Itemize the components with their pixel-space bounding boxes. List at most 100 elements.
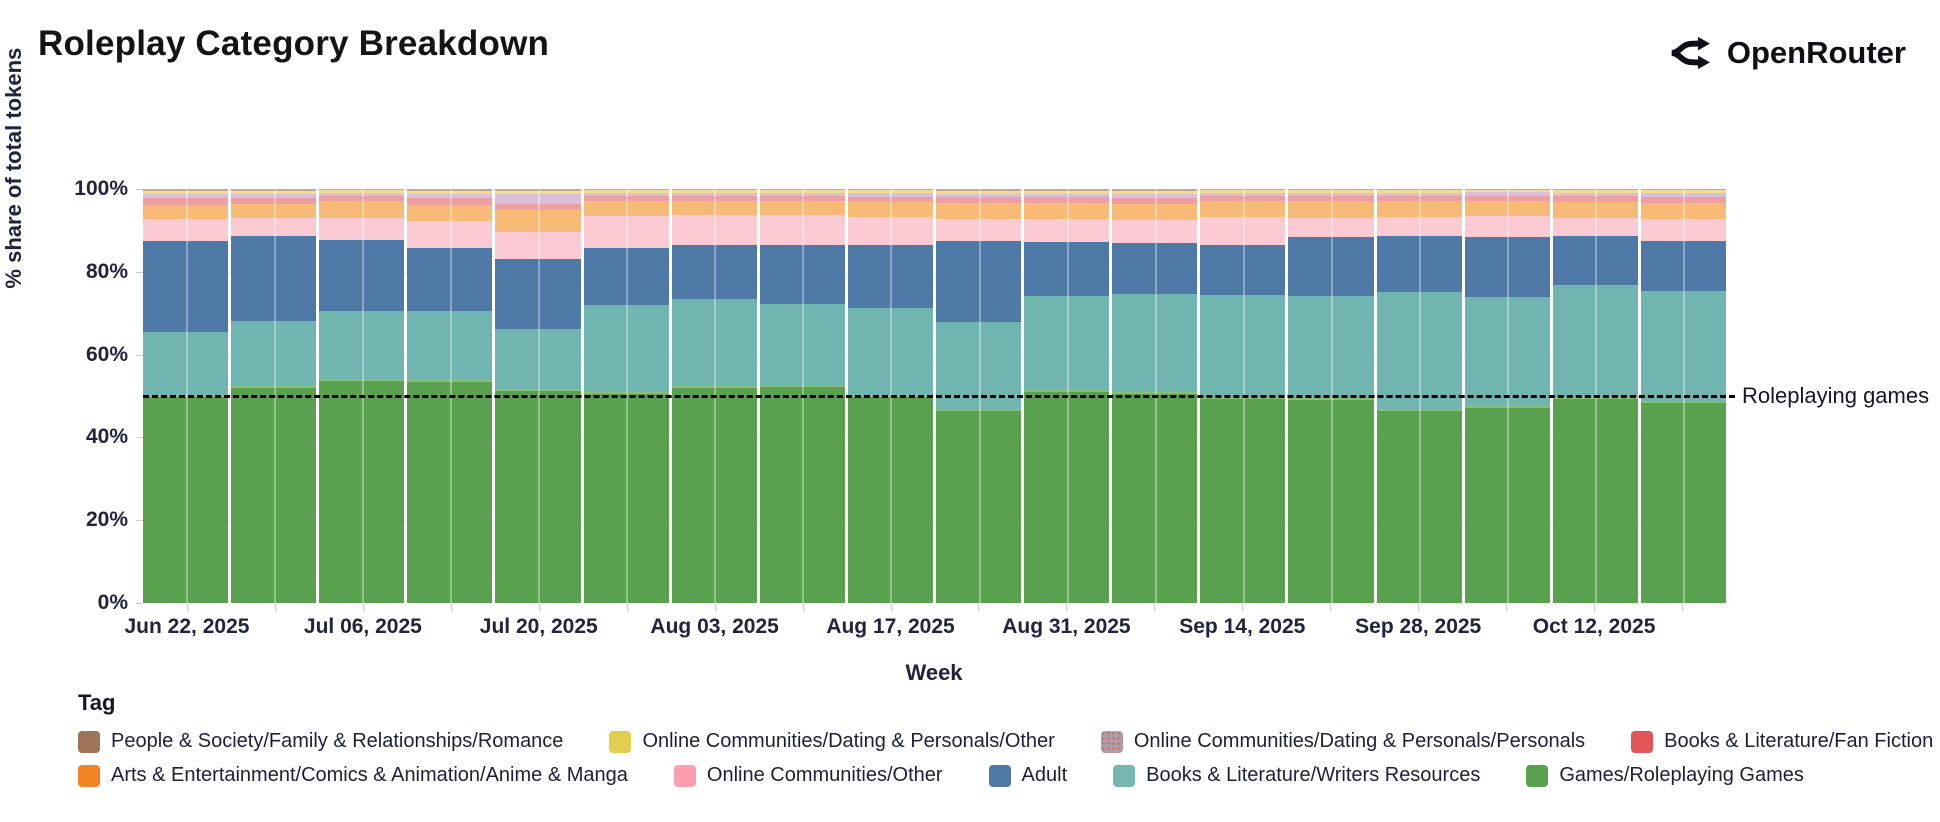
legend-item-personals: Online Communities/Dating & Personals/Pe… (1100, 730, 1585, 753)
gridline-100 (143, 189, 1726, 190)
segment-fan-fiction (143, 198, 229, 205)
y-axis-title: % share of total tokens (1, 47, 26, 289)
segment-other (847, 216, 933, 246)
segment-other (1200, 217, 1286, 246)
segment-roleplaying-games (1640, 400, 1726, 603)
segment-roleplaying-games (1112, 392, 1198, 603)
segment-writers-resources (759, 304, 845, 386)
openrouter-logo[interactable]: OpenRouter (1667, 30, 1906, 76)
segment-fan-fiction (671, 195, 757, 201)
segment-other (1640, 190, 1726, 193)
segment-other (583, 190, 669, 193)
legend-swatch-icon (1631, 730, 1654, 753)
x-tick-label-aug-31-2025: Aug 31, 2025 (1002, 615, 1131, 638)
segment-personals (847, 193, 933, 197)
gridline-40 (143, 437, 1726, 439)
segment-writers-resources (671, 299, 757, 387)
segment-roleplaying-games (847, 395, 933, 603)
segment-other (1112, 190, 1198, 194)
page-title: Roleplay Category Breakdown (38, 24, 550, 63)
segment-other (935, 219, 1022, 242)
y-tick-mark (136, 354, 143, 356)
segment-adult (1024, 242, 1110, 297)
segment-romance (583, 189, 669, 191)
openrouter-wordmark: OpenRouter (1726, 35, 1906, 70)
legend-swatch-icon (1113, 764, 1136, 787)
segment-other (143, 190, 229, 194)
x-tick-mark (1682, 604, 1684, 611)
legend-label: Books & Literature/Writers Resources (1146, 764, 1481, 786)
segment-roleplaying-games (671, 386, 757, 603)
segment-adult (1552, 235, 1638, 286)
x-tick-label-sep-28-2025: Sep 28, 2025 (1355, 615, 1482, 638)
segment-other (759, 190, 845, 194)
bar-sep-21-2025 (1288, 189, 1374, 603)
segment-personals (1288, 192, 1374, 196)
y-tick-label-0: 0% (97, 591, 128, 614)
bar-oct-05-2025 (1464, 189, 1550, 603)
segment-personals (1112, 193, 1198, 198)
x-tick-label-sep-14-2025: Sep 14, 2025 (1179, 615, 1306, 638)
x-tick-mark (802, 604, 804, 611)
segment-anime-manga (847, 202, 933, 217)
legend-row: People & Society/Family & Relationships/… (78, 730, 1933, 753)
legend-item-adult: Adult (988, 764, 1067, 787)
segment-roleplaying-games (1024, 390, 1110, 603)
segment-fan-fiction (759, 196, 845, 202)
segment-fan-fiction (495, 204, 581, 211)
segment-writers-resources (1640, 291, 1726, 401)
roleplaying-games-threshold-line (143, 395, 1735, 398)
segment-other (407, 190, 493, 194)
segment-fan-fiction (231, 198, 317, 204)
legend-item-other: Online Communities/Other (673, 764, 943, 787)
x-tick-mark (538, 604, 540, 611)
segment-romance (231, 188, 317, 191)
segment-adult (1376, 235, 1462, 292)
bar-oct-12-2025 (1552, 189, 1638, 603)
x-tick-mark (186, 604, 188, 611)
segment-personals (495, 193, 581, 205)
segment-personals (1464, 192, 1550, 196)
segment-anime-manga (759, 201, 845, 215)
segment-other (1640, 219, 1726, 242)
stacked-bars (143, 188, 1726, 603)
segment-romance (935, 189, 1022, 191)
segment-other (1376, 216, 1462, 236)
segment-roleplaying-games (759, 385, 845, 603)
segment-romance (1640, 189, 1726, 191)
segment-other (1552, 217, 1638, 236)
x-tick-mark (362, 604, 364, 611)
segment-roleplaying-games (1464, 406, 1550, 603)
segment-roleplaying-games (407, 379, 493, 603)
x-tick-mark (1418, 604, 1420, 611)
y-tick-mark (136, 437, 143, 439)
segment-fan-fiction (407, 198, 493, 205)
x-tick-label-aug-17-2025: Aug 17, 2025 (826, 615, 955, 638)
gridline-20 (143, 520, 1726, 522)
segment-anime-manga (1112, 203, 1198, 220)
x-axis-title: Week (905, 660, 963, 685)
segment-romance (407, 189, 493, 191)
segment-other (1552, 190, 1638, 193)
segment-adult (935, 241, 1022, 323)
segment-other (1464, 215, 1550, 238)
y-tick-label-40: 40% (85, 425, 128, 449)
segment-fan-fiction (1200, 195, 1286, 202)
segment-fan-fiction (935, 197, 1022, 203)
bar-jul-06-2025 (319, 188, 405, 603)
segment-roleplaying-games (231, 386, 317, 603)
y-tick-mark (136, 271, 143, 273)
segment-other (319, 190, 405, 193)
segment-romance (671, 189, 757, 191)
segment-personals (583, 192, 669, 196)
x-tick-mark (714, 604, 716, 611)
legend-label: People & Society/Family & Relationships/… (111, 730, 564, 752)
x-tick-label-oct-12-2025: Oct 12, 2025 (1532, 615, 1656, 638)
y-tick-label-60: 60% (85, 342, 128, 366)
segment-romance (319, 188, 405, 191)
segment-anime-manga (319, 201, 405, 218)
segment-anime-manga (231, 203, 317, 218)
plot-area (143, 188, 1726, 603)
legend: Tag People & Society/Family & Relationsh… (78, 690, 1933, 798)
